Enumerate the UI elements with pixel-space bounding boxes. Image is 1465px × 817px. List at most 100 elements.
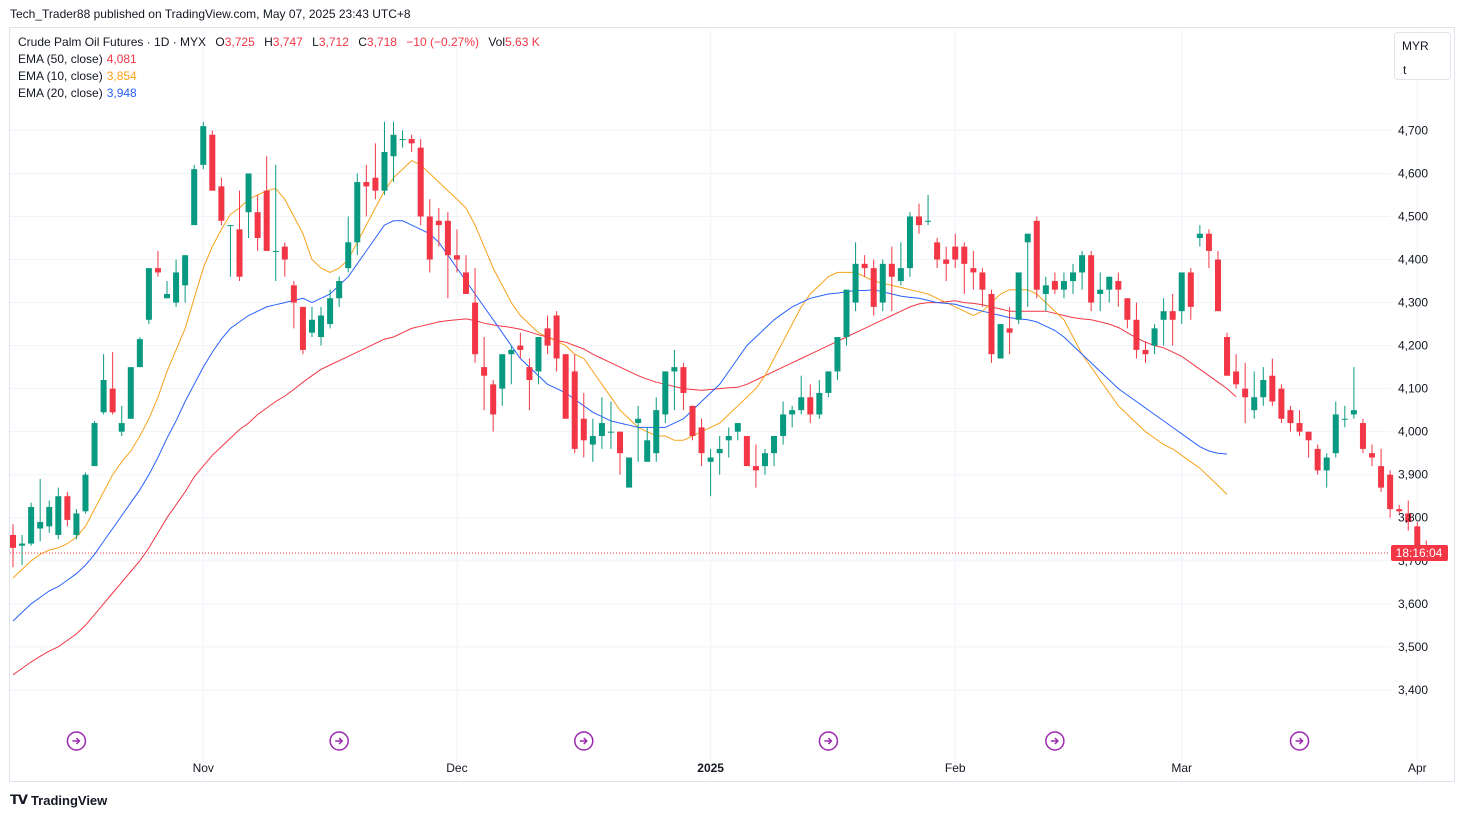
published-caption: Tech_Trader88 published on TradingView.c… — [10, 7, 411, 21]
y-tick-label: 4,200 — [1398, 339, 1428, 353]
candle-body — [1396, 509, 1403, 512]
candle-body — [1224, 336, 1231, 376]
candle-body — [988, 293, 995, 355]
candle-body — [943, 259, 950, 264]
candle-body — [535, 336, 542, 372]
candle-body — [200, 126, 207, 165]
price-tag: 18:16:04 — [1391, 545, 1448, 562]
candle-body — [290, 285, 297, 303]
candle-body — [1088, 255, 1095, 303]
candle-body — [308, 319, 315, 333]
candle-body — [472, 302, 479, 355]
indicator-row-ema10[interactable]: EMA (10, close) 3,854 — [18, 68, 540, 85]
ema-lines — [12, 160, 1237, 676]
ema-line — [12, 160, 1228, 579]
event-markers[interactable] — [66, 731, 1465, 751]
y-tick-label: 3,600 — [1398, 597, 1428, 611]
candle-body — [1178, 272, 1185, 312]
candle-body — [127, 367, 134, 419]
candle-body — [725, 435, 732, 441]
countdown-label: 18:16:04 — [1396, 546, 1443, 560]
candle-body — [1341, 418, 1348, 420]
currency-label: MYR — [1402, 39, 1429, 53]
candle-body — [1160, 311, 1167, 320]
candle-body — [843, 289, 850, 337]
candle-body — [1106, 276, 1113, 290]
symbol-title[interactable]: Crude Palm Oil Futures · 1D · MYX — [18, 35, 207, 49]
volume-key: Vol — [488, 35, 506, 49]
candle-body — [798, 397, 805, 411]
candle-body — [1187, 272, 1194, 307]
candle-body — [716, 448, 723, 454]
candle-body — [517, 345, 524, 350]
candle-body — [136, 339, 143, 368]
candle-body — [1142, 349, 1149, 355]
candle-body — [1051, 281, 1058, 290]
candle-body — [1378, 466, 1385, 488]
candles — [10, 121, 1430, 568]
candle-body — [173, 272, 180, 303]
chart-frame[interactable] — [9, 27, 1455, 782]
tradingview-branding[interactable]: 𝗧𝗩 TradingView — [10, 792, 107, 808]
candle-body — [1287, 410, 1294, 424]
candle-body — [164, 293, 171, 299]
candle-body — [354, 182, 361, 243]
candle-body — [1369, 453, 1375, 458]
event-marker-arrow — [1050, 737, 1059, 745]
event-marker-icon[interactable] — [66, 731, 87, 751]
candle-body — [399, 139, 406, 141]
candle-body — [46, 506, 53, 527]
candle-body — [752, 466, 759, 471]
candle-body — [1269, 375, 1276, 402]
candle-body — [1115, 281, 1122, 290]
low-value: 3,712 — [318, 35, 349, 49]
y-tick-label: 4,700 — [1398, 123, 1428, 137]
indicator-row-ema20[interactable]: EMA (20, close) 3,948 — [18, 85, 540, 102]
y-axis[interactable]: 3,4003,5003,6003,7003,8003,9004,0004,100… — [1398, 123, 1428, 696]
event-marker-icon[interactable] — [1289, 731, 1310, 751]
event-marker-arrow — [1295, 737, 1304, 745]
y-tick-label: 3,500 — [1398, 640, 1428, 654]
x-axis[interactable]: NovDec2025FebMarAprMay — [193, 761, 1465, 775]
volume-value: 5.63 K — [505, 35, 540, 49]
candle-body — [807, 397, 814, 415]
candle-body — [19, 543, 26, 546]
candle-body — [28, 506, 35, 544]
x-tick-label: Mar — [1171, 761, 1192, 775]
open-value: 3,725 — [224, 35, 255, 49]
currency-unit-selector[interactable]: MYR t — [1394, 32, 1451, 80]
event-marker-icon[interactable] — [329, 731, 349, 751]
indicator-row-ema50[interactable]: EMA (50, close) 4,081 — [18, 51, 540, 68]
x-tick-label: Feb — [945, 761, 966, 775]
candle-body — [997, 324, 1004, 359]
candle-body — [182, 255, 189, 286]
candle-body — [1024, 233, 1031, 243]
candle-body — [1414, 526, 1421, 548]
candle-body — [644, 440, 651, 462]
candle-body — [426, 216, 433, 260]
brand-name: TradingView — [30, 792, 108, 808]
close-value: 3,718 — [366, 35, 397, 49]
candle-body — [1242, 388, 1249, 398]
candle-body — [499, 354, 506, 389]
candle-body — [254, 212, 261, 239]
candle-body — [336, 281, 343, 299]
candle-body — [861, 263, 868, 269]
indicator-name: EMA (50, close) — [18, 52, 103, 66]
event-marker-icon[interactable] — [574, 731, 594, 751]
candle-body — [218, 186, 225, 221]
grid-lines — [10, 30, 1418, 780]
candle-body — [934, 242, 941, 260]
candle-body — [245, 173, 252, 213]
candle-body — [435, 220, 442, 226]
candle-body — [1151, 328, 1158, 346]
event-marker-icon[interactable] — [1045, 731, 1065, 751]
candle-body — [236, 229, 243, 277]
event-marker-icon[interactable] — [818, 731, 839, 751]
ohlc-row: Crude Palm Oil Futures · 1D · MYX O3,725… — [18, 34, 540, 51]
candle-body — [82, 474, 89, 512]
candle-body — [526, 367, 533, 381]
candle-body — [1015, 272, 1022, 320]
candle-body — [870, 268, 877, 307]
